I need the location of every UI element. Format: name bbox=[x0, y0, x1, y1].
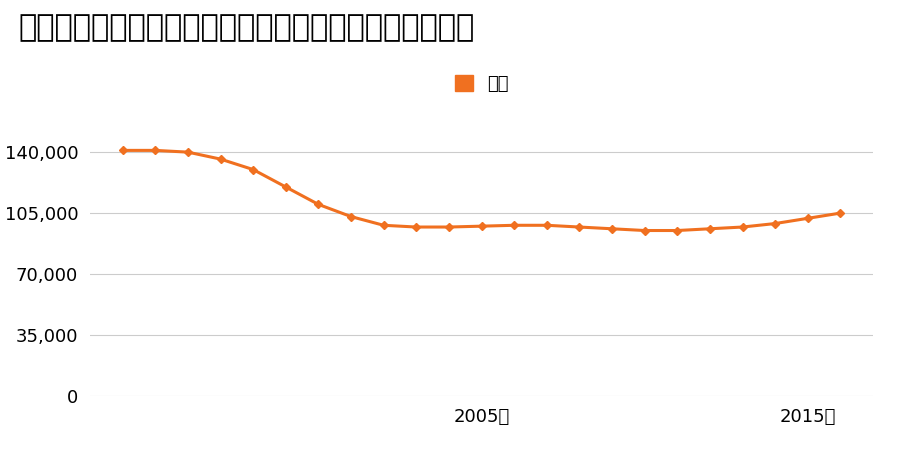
Legend: 価格: 価格 bbox=[447, 68, 516, 100]
Text: 福岡県福岡市早良区干隈３丁目１１０番１１の地価推移: 福岡県福岡市早良区干隈３丁目１１０番１１の地価推移 bbox=[18, 14, 474, 42]
